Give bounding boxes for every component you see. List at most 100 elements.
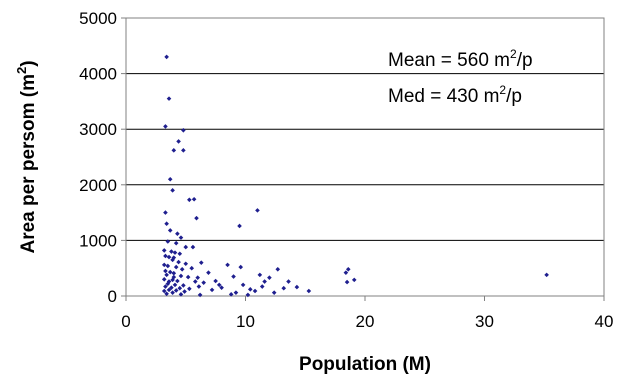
data-point bbox=[271, 290, 277, 295]
data-point bbox=[176, 259, 181, 265]
data-point bbox=[181, 283, 186, 288]
data-point bbox=[170, 290, 175, 295]
data-point bbox=[294, 284, 300, 290]
data-point bbox=[173, 240, 179, 246]
data-point bbox=[166, 279, 172, 284]
median-annotation: Med = 430 m2/p bbox=[388, 83, 522, 107]
data-point bbox=[170, 277, 175, 283]
data-point bbox=[179, 267, 185, 272]
data-point bbox=[175, 278, 180, 284]
data-point bbox=[245, 292, 251, 298]
data-points bbox=[161, 54, 549, 298]
y-tick-label: 2000 bbox=[79, 176, 117, 195]
data-point bbox=[197, 292, 203, 298]
data-point bbox=[161, 262, 167, 268]
data-point bbox=[167, 269, 173, 275]
data-point bbox=[544, 272, 549, 278]
data-point bbox=[171, 255, 177, 260]
x-axis-tick-labels: 0 10 20 30 40 bbox=[121, 296, 613, 331]
x-tick-label: 40 bbox=[595, 312, 614, 331]
y-axis-tick-labels: 0 1000 2000 3000 4000 5000 bbox=[79, 9, 126, 306]
data-point bbox=[194, 215, 199, 221]
data-point bbox=[169, 285, 174, 290]
x-tick-label: 10 bbox=[236, 312, 255, 331]
y-axis-title: Area per persom (m2) bbox=[14, 60, 39, 253]
data-point bbox=[228, 292, 234, 297]
data-point bbox=[351, 277, 357, 283]
data-point bbox=[163, 124, 168, 129]
data-point bbox=[167, 228, 173, 233]
data-point bbox=[238, 264, 244, 270]
x-tick-label: 20 bbox=[356, 312, 375, 331]
data-point bbox=[187, 286, 192, 292]
data-point bbox=[161, 277, 167, 282]
data-point bbox=[161, 288, 167, 294]
data-point bbox=[275, 267, 281, 272]
data-point bbox=[306, 288, 312, 294]
data-point bbox=[213, 278, 218, 284]
data-point bbox=[183, 261, 189, 267]
data-point bbox=[191, 196, 197, 202]
data-point bbox=[171, 148, 177, 153]
data-point bbox=[344, 279, 350, 285]
data-point bbox=[240, 282, 246, 288]
data-point bbox=[187, 197, 192, 203]
gridlines bbox=[126, 73, 604, 241]
data-point bbox=[165, 263, 171, 269]
y-tick-label: 3000 bbox=[79, 120, 117, 139]
data-point bbox=[182, 289, 187, 294]
data-point bbox=[173, 264, 179, 270]
data-point bbox=[206, 270, 211, 275]
data-point bbox=[166, 287, 172, 293]
data-point bbox=[163, 284, 168, 289]
data-point bbox=[185, 274, 191, 280]
data-point bbox=[252, 288, 258, 294]
data-point bbox=[201, 280, 206, 285]
data-point bbox=[189, 265, 195, 271]
data-point bbox=[163, 210, 168, 215]
data-point bbox=[190, 244, 196, 250]
data-point bbox=[164, 54, 169, 60]
data-point bbox=[183, 244, 189, 250]
y-tick-label: 1000 bbox=[79, 231, 117, 250]
data-point bbox=[195, 275, 200, 280]
data-point bbox=[345, 267, 351, 272]
data-point bbox=[237, 223, 242, 229]
y-tick-label: 5000 bbox=[79, 9, 117, 28]
data-point bbox=[255, 208, 260, 213]
y-tick-label: 0 bbox=[108, 287, 117, 306]
data-point bbox=[170, 257, 175, 263]
data-point bbox=[177, 251, 183, 257]
data-point bbox=[257, 272, 263, 278]
data-point bbox=[175, 231, 180, 237]
data-point bbox=[247, 287, 253, 292]
data-point bbox=[216, 282, 222, 288]
data-point bbox=[198, 260, 204, 265]
data-point bbox=[281, 285, 287, 291]
data-point bbox=[167, 176, 173, 182]
data-point bbox=[267, 275, 272, 280]
data-point bbox=[163, 253, 168, 259]
data-point bbox=[163, 268, 168, 274]
data-point bbox=[164, 291, 169, 297]
data-point bbox=[259, 284, 265, 289]
mean-annotation: Mean = 560 m2/p bbox=[388, 47, 533, 71]
x-axis-title: Population (M) bbox=[299, 354, 431, 375]
data-point bbox=[165, 281, 171, 287]
data-point bbox=[172, 282, 178, 288]
data-point bbox=[209, 287, 215, 293]
x-tick-label: 30 bbox=[475, 312, 494, 331]
data-point bbox=[176, 139, 181, 144]
data-point bbox=[164, 221, 169, 227]
data-point bbox=[169, 249, 174, 254]
data-point bbox=[170, 188, 175, 193]
data-point bbox=[173, 288, 179, 293]
data-point bbox=[177, 285, 183, 291]
data-point bbox=[172, 250, 178, 255]
data-point bbox=[343, 270, 349, 275]
data-point bbox=[181, 148, 186, 153]
data-point bbox=[181, 128, 186, 133]
data-point bbox=[166, 96, 172, 101]
data-point bbox=[171, 270, 177, 276]
